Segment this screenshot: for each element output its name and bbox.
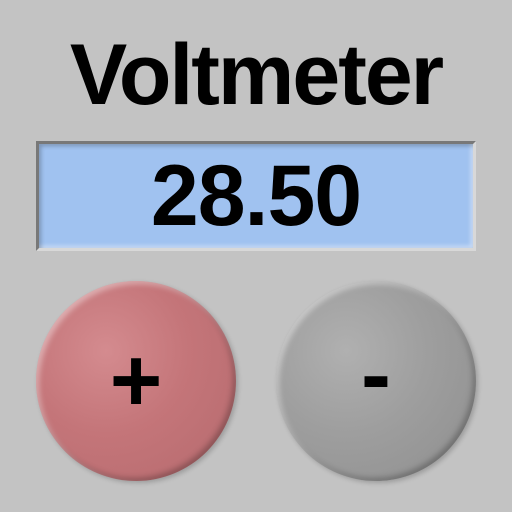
page-title: Voltmeter [70,26,442,125]
voltage-value: 28.50 [151,147,361,246]
button-row: + - [36,281,476,481]
plus-icon: + [110,330,163,433]
increment-button[interactable]: + [36,281,236,481]
voltage-display: 28.50 [36,141,476,251]
minus-icon: - [361,324,391,427]
decrement-button[interactable]: - [276,281,476,481]
